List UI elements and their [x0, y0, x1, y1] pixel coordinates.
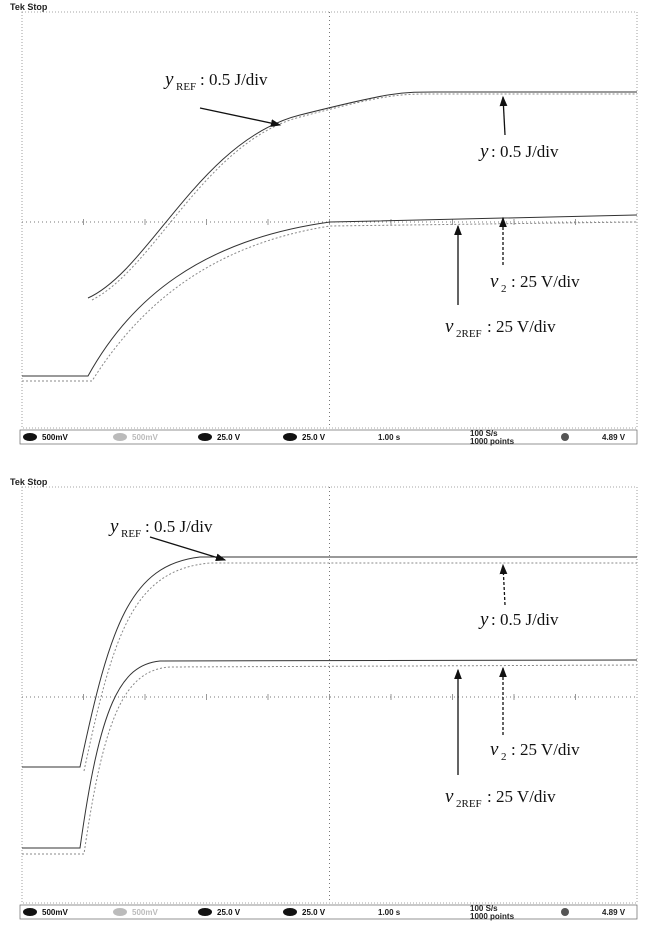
- status-bar: [20, 905, 637, 919]
- trace-v2: [22, 215, 637, 376]
- arrow: [503, 97, 505, 135]
- channel-icon: [23, 908, 37, 916]
- status-text: 500mV: [132, 908, 158, 917]
- label-rest: : 25 V/div: [511, 740, 580, 759]
- status-text: 1000 points: [470, 912, 515, 921]
- label-rest: : 0.5 J/div: [491, 610, 559, 629]
- label-rest: : 0.5 J/div: [145, 517, 213, 536]
- header: Tek Stop: [10, 2, 48, 12]
- header: Tek Stop: [10, 477, 48, 487]
- arrow: [150, 537, 225, 560]
- trigger-icon: [561, 433, 569, 441]
- trace-v2-ref: [22, 222, 637, 381]
- label-main: y: [108, 516, 119, 537]
- label-sub: REF: [121, 528, 141, 540]
- label-sub: 2REF: [456, 328, 482, 340]
- label-main: y: [163, 69, 174, 90]
- trace-y-ref: [92, 94, 637, 300]
- status-text: 500mV: [42, 433, 68, 442]
- status-text: 1.00 s: [378, 433, 401, 442]
- label-rest: : 25 V/div: [487, 787, 556, 806]
- status-text: 25.0 V: [217, 908, 241, 917]
- label-main: v: [445, 786, 454, 807]
- label-rest: : 25 V/div: [487, 317, 556, 336]
- label-sub: 2: [501, 283, 507, 295]
- status-text: 500mV: [42, 908, 68, 917]
- status-text: 4.89 V: [602, 433, 626, 442]
- arrow: [200, 108, 280, 125]
- channel-icon: [198, 433, 212, 441]
- status-bar: [20, 430, 637, 444]
- channel-icon: [283, 908, 297, 916]
- status-text: 25.0 V: [217, 433, 241, 442]
- status-text: 25.0 V: [302, 433, 326, 442]
- label-rest: : 0.5 J/div: [200, 70, 268, 89]
- trace-y: [88, 92, 637, 298]
- label-main: v: [445, 316, 454, 337]
- figure: Tek StopyREF: 0.5 J/divy: 0.5 J/divv2: 2…: [0, 0, 646, 925]
- arrow: [503, 565, 505, 605]
- status-text: 25.0 V: [302, 908, 326, 917]
- status-text: 1.00 s: [378, 908, 401, 917]
- status-text: 1000 points: [470, 437, 515, 446]
- label-sub: 2REF: [456, 798, 482, 810]
- channel-icon: [113, 433, 127, 441]
- trigger-icon: [561, 908, 569, 916]
- label-main: v: [490, 271, 499, 292]
- channel-icon: [113, 908, 127, 916]
- label-sub: 2: [501, 751, 507, 763]
- status-text: 4.89 V: [602, 908, 626, 917]
- channel-icon: [283, 433, 297, 441]
- label-main: v: [490, 739, 499, 760]
- label-rest: : 0.5 J/div: [491, 142, 559, 161]
- label-sub: REF: [176, 81, 196, 93]
- label-rest: : 25 V/div: [511, 272, 580, 291]
- channel-icon: [23, 433, 37, 441]
- channel-icon: [198, 908, 212, 916]
- status-text: 500mV: [132, 433, 158, 442]
- label-main: y: [478, 609, 489, 630]
- label-main: y: [478, 141, 489, 162]
